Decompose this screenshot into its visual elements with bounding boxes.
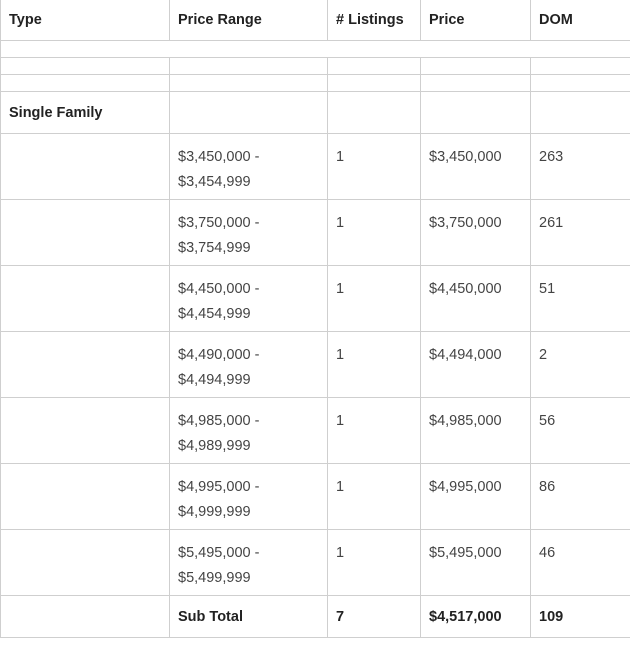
price-range-cell: $5,495,000 - $5,499,999 xyxy=(169,529,328,596)
type-cell xyxy=(0,133,170,200)
table-row: $4,995,000 - $4,999,999 1 $4,995,000 86 xyxy=(0,463,630,530)
listings-cell: 1 xyxy=(327,463,421,530)
type-cell xyxy=(0,199,170,266)
table-row: $5,495,000 - $5,499,999 1 $5,495,000 46 xyxy=(0,529,630,596)
header-dom: DOM xyxy=(530,0,630,41)
subtotal-price: $4,517,000 xyxy=(420,595,531,638)
group-row: Single Family xyxy=(0,91,630,134)
subtotal-row: Sub Total 7 $4,517,000 109 xyxy=(0,595,630,638)
spacer-row xyxy=(0,40,630,58)
listings-cell: 1 xyxy=(327,397,421,464)
listings-cell: 1 xyxy=(327,265,421,332)
price-cell: $4,995,000 xyxy=(420,463,531,530)
dom-cell: 86 xyxy=(530,463,630,530)
dom-cell: 51 xyxy=(530,265,630,332)
table-row: $4,490,000 - $4,494,999 1 $4,494,000 2 xyxy=(0,331,630,398)
header-price: Price xyxy=(420,0,531,41)
price-cell: $3,450,000 xyxy=(420,133,531,200)
table-row: $4,985,000 - $4,989,999 1 $4,985,000 56 xyxy=(0,397,630,464)
dom-cell: 46 xyxy=(530,529,630,596)
subtotal-dom: 109 xyxy=(530,595,630,638)
price-cell: $4,985,000 xyxy=(420,397,531,464)
type-cell xyxy=(0,529,170,596)
type-cell xyxy=(0,265,170,332)
type-cell xyxy=(0,331,170,398)
listings-cell: 1 xyxy=(327,199,421,266)
listings-cell: 1 xyxy=(327,331,421,398)
empty-row xyxy=(0,74,630,92)
header-price-range: Price Range xyxy=(169,0,328,41)
table-row: $4,450,000 - $4,454,999 1 $4,450,000 51 xyxy=(0,265,630,332)
type-cell xyxy=(0,397,170,464)
empty-row xyxy=(0,57,630,75)
listings-cell: 1 xyxy=(327,133,421,200)
table-row: $3,750,000 - $3,754,999 1 $3,750,000 261 xyxy=(0,199,630,266)
price-cell: $4,450,000 xyxy=(420,265,531,332)
group-label: Single Family xyxy=(0,91,170,134)
dom-cell: 263 xyxy=(530,133,630,200)
price-range-cell: $4,490,000 - $4,494,999 xyxy=(169,331,328,398)
dom-cell: 261 xyxy=(530,199,630,266)
subtotal-listings: 7 xyxy=(327,595,421,638)
header-type: Type xyxy=(0,0,170,41)
price-range-cell: $3,750,000 - $3,754,999 xyxy=(169,199,328,266)
price-cell: $5,495,000 xyxy=(420,529,531,596)
dom-cell: 56 xyxy=(530,397,630,464)
dom-cell: 2 xyxy=(530,331,630,398)
listings-cell: 1 xyxy=(327,529,421,596)
subtotal-label: Sub Total xyxy=(169,595,328,638)
header-row: Type Price Range # Listings Price DOM xyxy=(0,0,630,41)
table-row: $3,450,000 - $3,454,999 1 $3,450,000 263 xyxy=(0,133,630,200)
price-range-cell: $4,995,000 - $4,999,999 xyxy=(169,463,328,530)
price-cell: $3,750,000 xyxy=(420,199,531,266)
price-range-cell: $3,450,000 - $3,454,999 xyxy=(169,133,328,200)
price-range-cell: $4,450,000 - $4,454,999 xyxy=(169,265,328,332)
price-cell: $4,494,000 xyxy=(420,331,531,398)
type-cell xyxy=(0,463,170,530)
header-listings: # Listings xyxy=(327,0,421,41)
price-range-cell: $4,985,000 - $4,989,999 xyxy=(169,397,328,464)
